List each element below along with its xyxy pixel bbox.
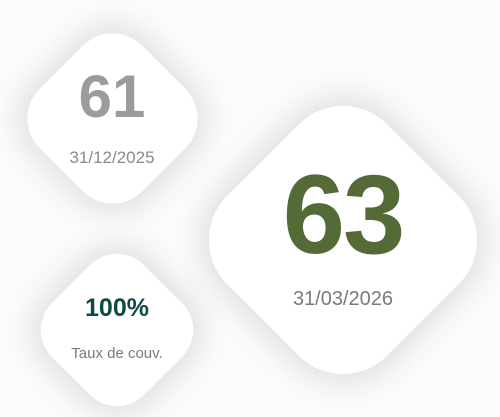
kpi-date: 31/12/2025 (69, 148, 155, 167)
kpi-date: 31/03/2026 (292, 288, 394, 310)
kpi-value: 61 (78, 63, 146, 130)
kpi-diamond (25, 238, 209, 417)
kpi-label: Taux de couv. (71, 345, 163, 362)
kpi-value: 63 (282, 152, 406, 277)
kpi-value: 100% (85, 294, 149, 322)
